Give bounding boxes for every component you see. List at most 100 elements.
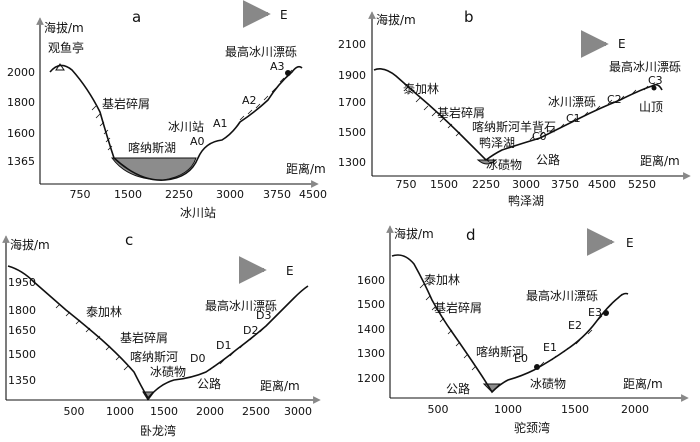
panel-a-A3-marker: [285, 70, 291, 76]
panel-d-ytick: 1200: [357, 372, 385, 385]
panel-b-moraine-label: 冰碛物: [486, 158, 522, 172]
panel-d-profile: [391, 254, 629, 394]
panel-b-direction-label: E: [618, 37, 626, 51]
panel-d-ytick: 1500: [357, 298, 385, 311]
panel-b-xtick: 2250: [472, 178, 500, 191]
panel-d: d 海拔/m 1600 1500 1400 1300 1200 500 1000…: [357, 225, 689, 435]
panel-c-ytick: 1800: [8, 304, 36, 317]
panel-c-ytick: 1350: [8, 374, 36, 387]
panel-b-ytick: 2100: [338, 38, 366, 51]
panel-c-profile: [7, 265, 309, 400]
panel-d-road-label: 公路: [446, 381, 470, 396]
panel-b-ylabel: 海拔/m: [376, 12, 416, 27]
panel-b-gravel-label: 冰川漂砾: [548, 95, 596, 109]
panel-a-hatching: [91, 69, 293, 151]
panel-a-xtick: 2250: [165, 188, 193, 201]
panel-b-xtick: 1500: [430, 178, 458, 191]
panel-a-xtick: 750: [70, 188, 91, 201]
panel-d-direction-label: E: [626, 236, 634, 250]
panel-d-letter: d: [466, 226, 476, 244]
panel-c-moraine-label: 冰碛物: [150, 365, 186, 379]
panel-d-bedrock-label: 基岩碎屑: [434, 300, 482, 315]
panel-c-ytick: 1950: [8, 276, 36, 289]
panel-a-lake-label: 喀纳斯湖: [128, 140, 176, 155]
panel-a-xtick: 4500: [299, 188, 327, 201]
panel-c-river-label: 喀纳斯河: [130, 350, 178, 364]
panel-b-lake: [476, 159, 498, 165]
panel-b-xtick: 3000: [512, 178, 540, 191]
panel-c-ytick: 1650: [8, 324, 36, 337]
panel-a-xtick: 1500: [114, 188, 142, 201]
panel-b-boulder-label: 最高冰川漂砾: [609, 59, 681, 74]
panel-b-xtick: 750: [396, 178, 417, 191]
panel-b-point-C1: C1: [566, 112, 581, 125]
panel-c-taiga-label: 泰加林: [86, 305, 122, 319]
panel-a-point-A0: A0: [190, 135, 205, 148]
panel-a-point-A3: A3: [270, 60, 285, 73]
panel-c-point-D2: D2: [243, 324, 258, 337]
panel-b-C3-marker: [651, 85, 657, 91]
panel-a-xlabel: 距离/m: [286, 161, 326, 176]
panel-d-point-E1: E1: [543, 341, 557, 354]
panel-c-xtick: 2500: [242, 405, 270, 418]
panel-c-road-label: 公路: [197, 376, 221, 391]
panel-d-point-E2: E2: [568, 319, 582, 332]
panel-a-ylabel: 海拔/m: [44, 20, 84, 35]
panel-c-xtick: 1000: [106, 405, 134, 418]
panel-c-letter: c: [125, 231, 133, 249]
panel-b-caption: 鸭泽湖: [508, 193, 544, 208]
panel-c-ytick: 1500: [8, 348, 36, 361]
panel-b-lake-label: 鸭泽湖: [479, 135, 515, 150]
panel-b: b 海拔/m 2100 1900 1700 1500 1300 750 1500…: [338, 8, 691, 208]
panel-b-hatching: [415, 85, 649, 141]
panel-c-xtick: 500: [64, 405, 85, 418]
panel-a-ytick: 2000: [7, 66, 35, 79]
panel-d-point-E0: E0: [514, 352, 528, 365]
panel-b-taiga-label: 泰加林: [403, 82, 439, 96]
pavilion-icon: [55, 63, 65, 71]
panel-d-caption: 驼颈湾: [514, 420, 550, 435]
panel-a-caption: 冰川站: [180, 206, 216, 220]
panel-c-bedrock-label: 基岩碎屑: [120, 330, 168, 345]
panel-a-letter: a: [132, 8, 141, 26]
panel-b-point-C0: C0: [532, 130, 547, 143]
panel-b-xtick: 3750: [551, 178, 579, 191]
panel-c-xlabel: 距离/m: [260, 378, 300, 393]
panel-c-boulder-label: 最高冰川漂砾: [205, 298, 277, 313]
panel-d-xtick: 1000: [494, 403, 522, 416]
panel-b-ytick: 1500: [338, 126, 366, 139]
panel-a-profile: [49, 64, 303, 181]
panel-d-xtick: 2000: [621, 403, 649, 416]
panel-c: c 海拔/m 1950 1800 1650 1500 1350 500 1000…: [2, 231, 321, 438]
panel-b-bedrock-label: 基岩碎屑: [437, 105, 485, 120]
panel-d-E0-marker: [534, 364, 540, 370]
panel-a-station-label: 冰川站: [168, 120, 204, 134]
panel-a-point-A2: A2: [242, 94, 257, 107]
panel-d-xtick: 1500: [561, 403, 589, 416]
panel-d-ytick: 1400: [357, 323, 385, 336]
panel-a-pavilion-label: 观鱼亭: [48, 40, 84, 55]
panel-d-hatching: [419, 283, 623, 371]
panel-b-xlabel: 距离/m: [640, 153, 680, 168]
panel-d-point-E3: E3: [588, 306, 602, 319]
panel-a-ytick: 1800: [7, 96, 35, 109]
panel-b-xtick: 4500: [588, 178, 616, 191]
panel-d-taiga-label: 泰加林: [424, 273, 460, 287]
panel-b-road-label: 公路: [536, 152, 560, 167]
panel-c-point-D1: D1: [216, 339, 231, 352]
panel-d-ylabel: 海拔/m: [394, 226, 434, 241]
panel-d-boulder-label: 最高冰川漂砾: [526, 288, 598, 303]
panel-c-direction-label: E: [286, 264, 294, 278]
panel-a-ytick: 1365: [7, 155, 35, 168]
panel-b-point-C2: C2: [607, 93, 622, 106]
panel-b-summit-label: 山顶: [639, 100, 663, 114]
panel-c-xtick: 2000: [196, 405, 224, 418]
panel-a-xtick: 3000: [216, 188, 244, 201]
panel-a-bedrock-label: 基岩碎屑: [102, 96, 150, 111]
panel-c-point-D0: D0: [190, 352, 205, 365]
panel-c-caption: 卧龙湾: [140, 423, 176, 438]
panel-a-point-A1: A1: [213, 117, 228, 130]
panel-d-ytick: 1600: [357, 274, 385, 287]
panel-c-hatching: [55, 297, 295, 371]
